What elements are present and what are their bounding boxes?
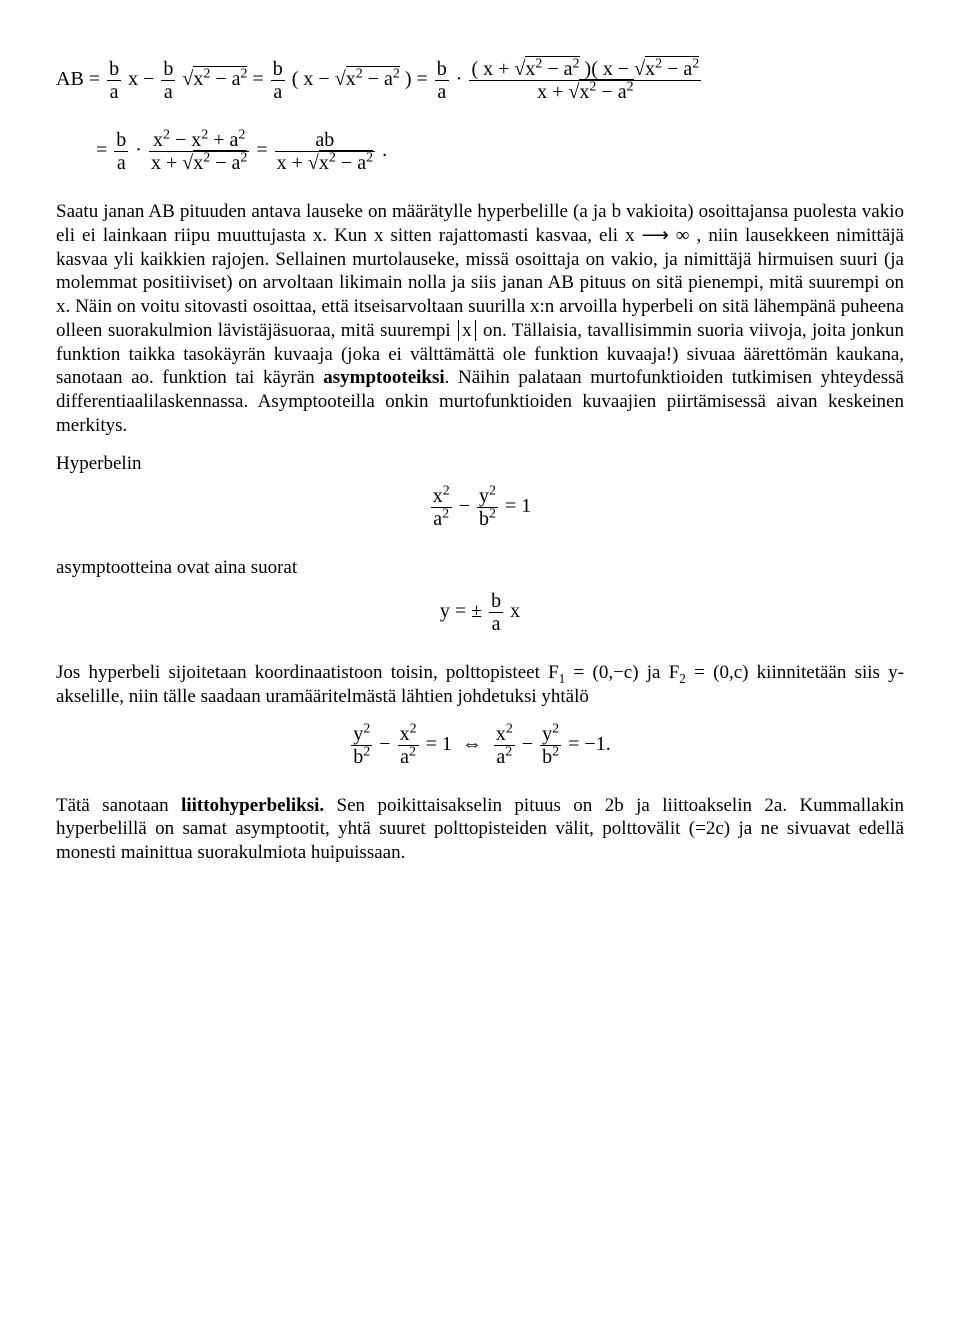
equation-hyperbola-standard: x2a2 − y2b2 = 1: [56, 485, 904, 530]
paragraph-1: Saatu janan AB pituuden antava lauseke o…: [56, 200, 904, 438]
equation-ab-line2: = ba · x2 − x2 + a2x + √x2 − a2 = abx + …: [56, 129, 904, 174]
paragraph-2: Jos hyperbeli sijoitetaan koordinaatisto…: [56, 661, 904, 709]
p2-text-a: Jos hyperbeli sijoitetaan koordinaatisto…: [56, 662, 548, 683]
label-asymptootteina: asymptootteina ovat aina suorat: [56, 556, 904, 580]
equation-asymptote-lines: y = ± ba x: [56, 590, 904, 635]
p1-arrow: x ⟶ ∞: [625, 225, 689, 246]
p2-f2: F2 = (0,c): [669, 662, 749, 683]
paragraph-3: Tätä sanotaan liittohyperbeliksi. Sen po…: [56, 794, 904, 865]
equation-conjugate-hyperbola: y2b2 − x2a2 = 1 ⇔ x2a2 − y2b2 = −1.: [56, 723, 904, 768]
term-liittohyperbeliksi: liittohyperbeliksi.: [181, 795, 324, 816]
label-hyperbelin: Hyperbelin: [56, 452, 904, 476]
p2-text-b: ja: [639, 662, 669, 683]
equation-ab-line1: AB = ba x − ba √x2 − a2 = ba ( x − √x2 −…: [56, 58, 904, 103]
p2-f1: F1 = (0,−c): [548, 662, 638, 683]
abs-x-icon: x: [458, 320, 476, 341]
term-asymptooteiksi: asymptooteiksi: [323, 367, 444, 388]
p3-text-a: Tätä sanotaan: [56, 795, 181, 816]
